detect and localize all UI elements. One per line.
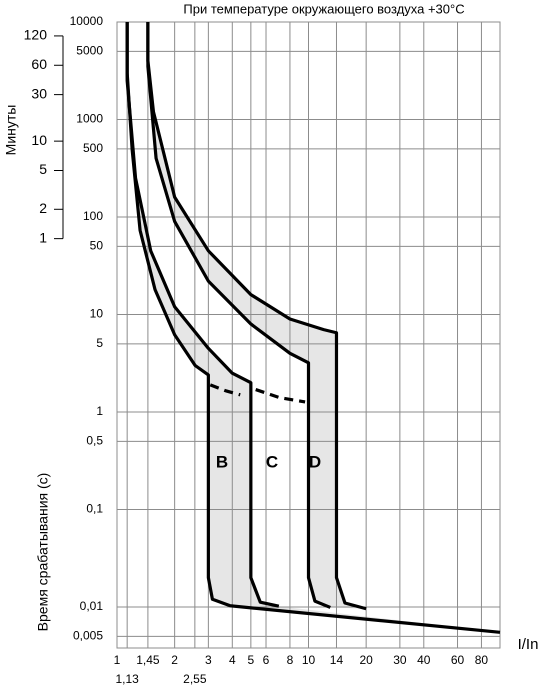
y-axis-label: Время срабатывания (с) bbox=[35, 473, 51, 632]
y-tick-label: 1000 bbox=[76, 112, 103, 126]
y2-tick-label: 10 bbox=[31, 132, 47, 148]
y-tick-label: 1 bbox=[96, 404, 103, 418]
curve bbox=[255, 388, 306, 404]
y2-tick-label: 120 bbox=[24, 27, 48, 43]
curve-label: C bbox=[266, 452, 278, 471]
y-tick-label: 50 bbox=[90, 239, 104, 253]
x-tick-label: 3 bbox=[205, 653, 212, 667]
y-tick-label: 5000 bbox=[76, 44, 103, 58]
y2-tick-label: 60 bbox=[31, 56, 47, 72]
y2-axis-label: Минуты bbox=[3, 105, 19, 156]
y2-tick-label: 30 bbox=[31, 85, 47, 101]
y-tick-label: 0,1 bbox=[86, 502, 103, 516]
x-tick-label: 40 bbox=[417, 653, 431, 667]
x-tick-label: 1 bbox=[114, 653, 121, 667]
band-shade bbox=[127, 22, 500, 633]
y-tick-label: 10 bbox=[90, 307, 104, 321]
y-tick-label: 0,01 bbox=[80, 599, 104, 613]
x-tick-label: 30 bbox=[393, 653, 407, 667]
x-tick-label: 80 bbox=[475, 653, 489, 667]
y2-tick-label: 2 bbox=[39, 200, 47, 216]
x-tick-label: 10 bbox=[302, 653, 316, 667]
plot-frame bbox=[116, 21, 501, 649]
chart-title: При температуре окружающего воздуха +30°… bbox=[183, 1, 464, 16]
x-tick-label: 8 bbox=[287, 653, 294, 667]
x-tick-label: 6 bbox=[263, 653, 270, 667]
x-tick-label: 4 bbox=[229, 653, 236, 667]
x-tick-label: 2,55 bbox=[183, 672, 207, 686]
curve bbox=[125, 22, 280, 608]
curve-label: B bbox=[216, 452, 228, 471]
y-tick-label: 0,005 bbox=[73, 629, 103, 643]
curve bbox=[209, 383, 241, 397]
curve bbox=[146, 22, 331, 609]
y-tick-label: 100 bbox=[83, 209, 103, 223]
x-tick-label: 14 bbox=[330, 653, 344, 667]
x-tick-label: 20 bbox=[359, 653, 373, 667]
y-tick-label: 500 bbox=[83, 141, 103, 155]
y-tick-label: 0,5 bbox=[86, 434, 103, 448]
curve bbox=[146, 22, 367, 611]
y2-tick-label: 1 bbox=[39, 229, 47, 245]
y2-tick-label: 5 bbox=[39, 161, 47, 177]
x-tick-label: 1,45 bbox=[136, 653, 160, 667]
y-tick-label: 5 bbox=[96, 336, 103, 350]
x-tick-label: 60 bbox=[451, 653, 465, 667]
x-axis-label: I/In bbox=[518, 636, 539, 653]
band-shade bbox=[147, 22, 367, 609]
y-tick-label: 10000 bbox=[70, 14, 104, 28]
curve-label: D bbox=[309, 452, 321, 471]
x-tick-label: 1,13 bbox=[115, 672, 139, 686]
x-tick-label: 2 bbox=[171, 653, 178, 667]
x-tick-label: 5 bbox=[248, 653, 255, 667]
